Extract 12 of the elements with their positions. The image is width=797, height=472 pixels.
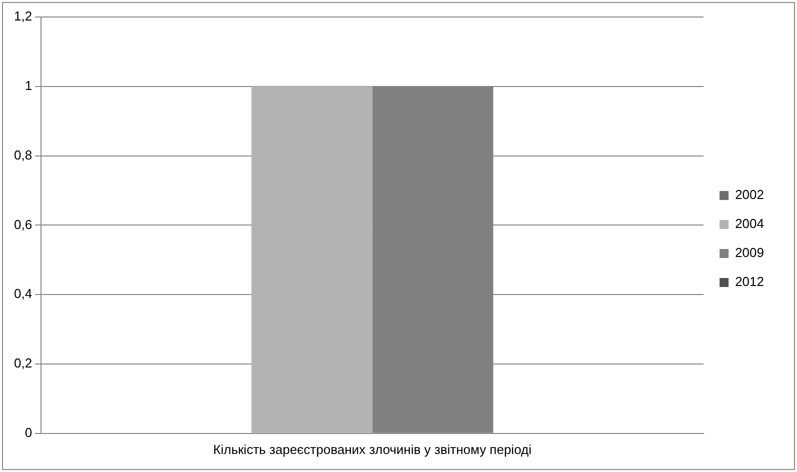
legend-label: 2009 xyxy=(735,245,764,260)
y-tick-label: 1 xyxy=(24,78,32,93)
y-tick-label: 0,2 xyxy=(14,356,32,371)
legend-label: 2004 xyxy=(735,216,764,232)
y-tick-label: 1,2 xyxy=(14,8,32,24)
y-tick-label: 0,8 xyxy=(14,147,32,162)
y-tick-label: 0,4 xyxy=(14,286,32,302)
legend-label: 2002 xyxy=(735,187,764,202)
y-tick-label: 0,6 xyxy=(14,216,32,232)
x-tick-label: Кількість зареєстрованих злочинів у звітному періоді xyxy=(213,442,532,457)
legend-label: 2012 xyxy=(735,274,764,290)
y-tick-label: 0 xyxy=(24,424,32,440)
